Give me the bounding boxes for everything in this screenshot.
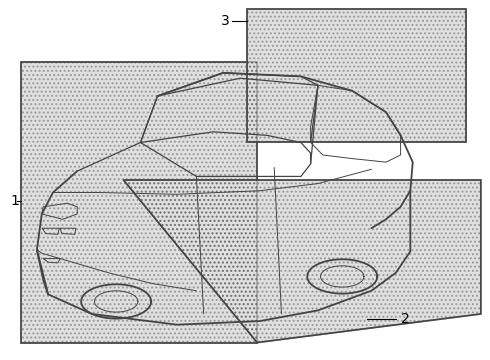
Polygon shape: [123, 180, 481, 342]
Text: 1: 1: [10, 194, 19, 208]
Text: 3: 3: [220, 14, 229, 28]
Polygon shape: [22, 62, 257, 342]
Text: 2: 2: [401, 312, 409, 326]
Polygon shape: [247, 9, 466, 143]
